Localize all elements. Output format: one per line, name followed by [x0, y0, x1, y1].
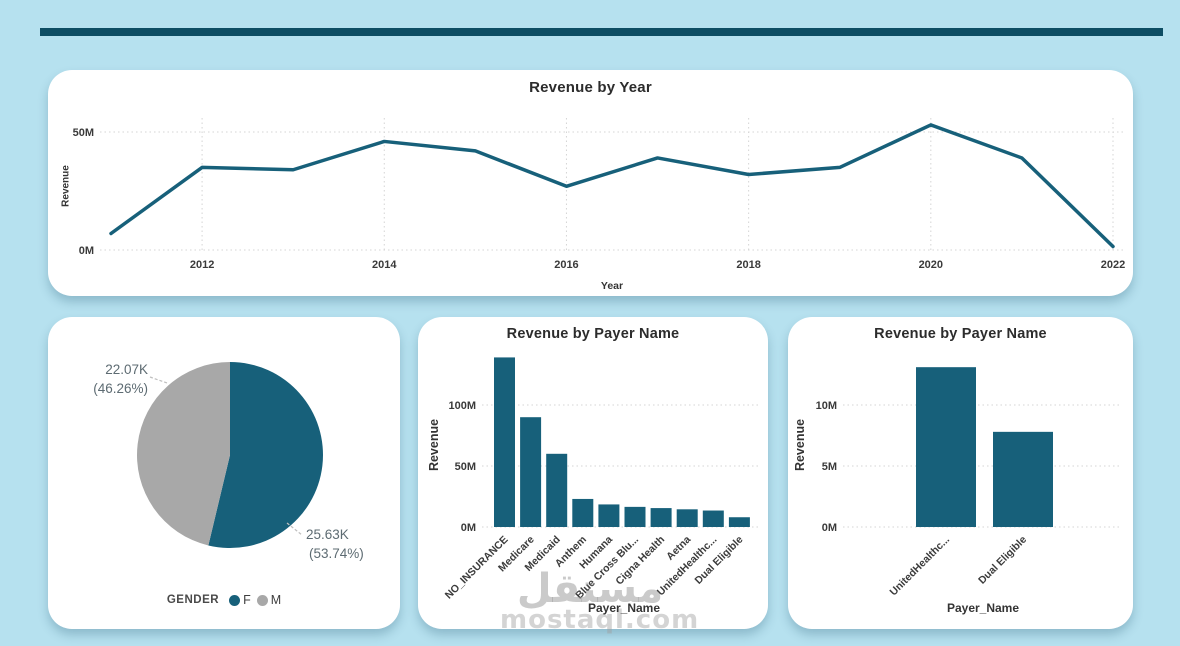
axis-tick: UnitedHealthc...	[888, 534, 953, 599]
revenue-by-year-card: Revenue by Year 2012 2014 2016 2018 2020 2022…	[48, 70, 1133, 296]
bar-chart-title: Revenue by Payer Name	[506, 326, 680, 342]
bar-UnitedHealthc...[interactable]	[916, 367, 976, 527]
axis-tick: 2016	[554, 259, 578, 271]
axis-tick: 2020	[919, 259, 943, 271]
revenue-by-payer-filtered-card: Revenue by Payer Name 0M 5M 10M UnitedHealt…	[788, 317, 1133, 629]
bar-chart-filtered-canvas: 0M 5M 10M UnitedHealthc... Dual Eligible	[816, 367, 1121, 599]
legend-item-f[interactable]: F	[229, 593, 251, 607]
bar-Cigna Health[interactable]	[650, 508, 672, 527]
bar-chart-filtered-title: Revenue by Payer Name	[874, 326, 1047, 342]
legend-label-m: M	[270, 593, 282, 607]
legend-label-f: F	[243, 593, 251, 607]
line-y-axis-label: Revenue	[60, 165, 72, 207]
axis-tick: 0M	[79, 245, 94, 257]
pie-slice-F[interactable]	[208, 362, 323, 548]
line-x-axis-label: Year	[600, 280, 624, 292]
bar-filtered-y-axis-label: Revenue	[793, 418, 807, 472]
line-chart-canvas: 2012 2014 2016 2018 2020 2022 0M 50M	[73, 118, 1125, 271]
bar-Humana[interactable]	[598, 504, 620, 527]
bar-Aetna[interactable]	[676, 509, 698, 527]
top-accent-bar	[40, 28, 1163, 36]
bar-chart-canvas: 0M50M100MNO_INSURANCEMedicareMedicaidAnt…	[443, 357, 758, 602]
axis-tick: 2012	[190, 259, 214, 271]
axis-tick: 0M	[822, 522, 837, 534]
bar-Blue Cross Blu...[interactable]	[624, 506, 646, 527]
axis-tick: 100M	[448, 400, 476, 412]
bar-x-axis-label: Payer_Name	[587, 601, 661, 615]
axis-tick: 50M	[455, 461, 476, 473]
bar-NO_INSURANCE[interactable]	[494, 357, 515, 527]
axis-tick: 50M	[73, 127, 94, 139]
axis-tick: 2014	[372, 259, 397, 271]
bar-UnitedHealthc...[interactable]	[702, 510, 724, 527]
legend-title: GENDER	[166, 594, 220, 606]
axis-tick: 2022	[1101, 259, 1125, 271]
bar-Medicare[interactable]	[520, 417, 542, 527]
bar-Anthem[interactable]	[572, 498, 594, 527]
gender-legend: GENDER F M	[48, 593, 400, 607]
legend-item-m[interactable]: M	[256, 593, 282, 607]
axis-tick: 0M	[461, 522, 476, 534]
line-chart-title: Revenue by Year	[529, 79, 652, 96]
pie-chart-canvas: 22.07K (46.26%) 25.63K (53.74%)	[93, 362, 364, 561]
pie-callout-f-value: 25.63K	[306, 527, 349, 542]
gender-pie-card: 22.07K (46.26%) 25.63K (53.74%) GENDER F M	[48, 317, 400, 629]
pie-callout-m-pct: (46.26%)	[93, 381, 148, 396]
bar-Dual Eligible[interactable]	[993, 431, 1053, 527]
pie-callout-m-value: 22.07K	[105, 362, 148, 377]
pie-callout-f-pct: (53.74%)	[309, 546, 364, 561]
axis-tick: Dual Eligible	[976, 534, 1029, 587]
bar-Dual Eligible[interactable]	[728, 517, 750, 527]
legend-dot-f-icon	[229, 594, 241, 606]
axis-tick: 10M	[816, 400, 837, 412]
axis-tick: 2018	[736, 259, 760, 271]
legend-dot-m-icon	[256, 594, 268, 606]
bar-filtered-x-axis-label: Payer_Name	[946, 601, 1020, 615]
bar-Medicaid[interactable]	[546, 453, 568, 527]
revenue-line[interactable]	[109, 123, 1115, 249]
axis-tick: 5M	[822, 461, 837, 473]
revenue-by-payer-card: Revenue by Payer Name 0M 50M 100M NO_INSURA…	[418, 317, 768, 629]
bar-y-axis-label: Revenue	[427, 418, 441, 472]
pie-slice-M[interactable]	[136, 362, 230, 546]
